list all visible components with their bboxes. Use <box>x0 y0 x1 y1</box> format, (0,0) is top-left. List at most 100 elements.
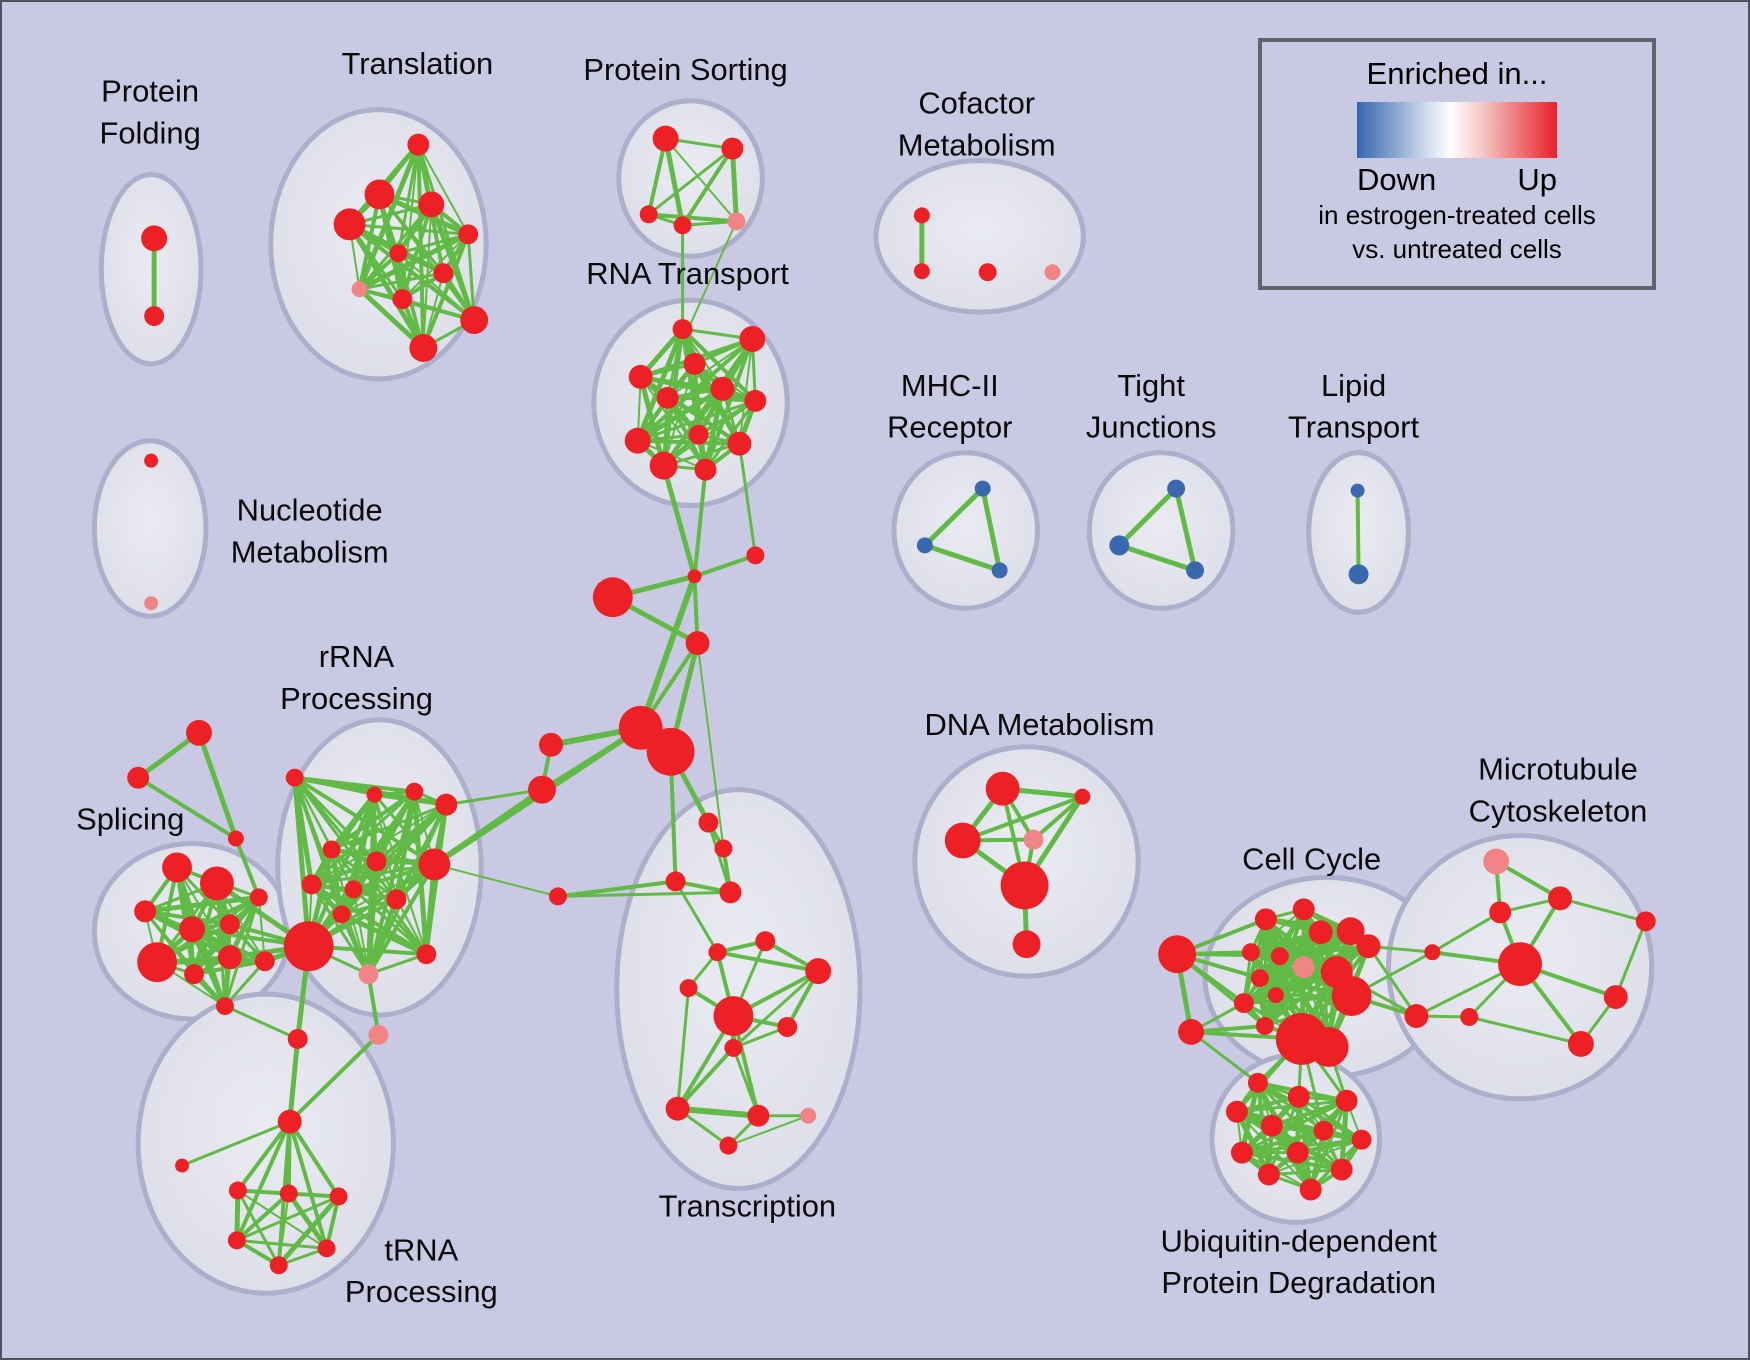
transcription-ellipse <box>614 787 863 1191</box>
edge <box>675 1045 736 1111</box>
microtubule-cytoskeleton-node <box>1603 985 1628 1010</box>
nucleotide-metabolism-label: Nucleotide <box>237 492 383 527</box>
edge <box>330 803 448 851</box>
dna-metabolism-node <box>1023 829 1044 850</box>
edge <box>366 858 379 977</box>
transcription-node <box>724 1038 743 1057</box>
transcription-node <box>719 881 742 904</box>
edge <box>960 794 1085 843</box>
ubiquitin-degradation-node <box>1260 1114 1283 1137</box>
edge <box>223 959 267 1008</box>
ubiquitin-degradation-node <box>1286 1141 1309 1164</box>
splicing-node <box>249 888 268 907</box>
protein-sorting-node <box>652 125 679 152</box>
edge <box>235 1194 341 1242</box>
ubiquitin-degradation-label: Protein Degradation <box>1161 1265 1436 1300</box>
translation-node <box>392 289 413 310</box>
edge <box>696 642 725 850</box>
ubiquitin-degradation-node <box>1335 1089 1358 1112</box>
cell-cycle-node <box>1241 943 1260 962</box>
edge <box>704 399 757 472</box>
microtubule-cytoskeleton-label: Cytoskeleton <box>1469 794 1648 829</box>
protein-sorting-node <box>721 137 744 160</box>
trna-processing-node <box>175 1158 190 1173</box>
nucleotide-metabolism-node <box>144 596 159 611</box>
edge <box>287 1119 329 1251</box>
edge <box>1235 1099 1349 1114</box>
edge <box>666 396 741 445</box>
edge <box>674 879 719 954</box>
edge <box>727 1114 810 1147</box>
lipid-transport-label: Transport <box>1288 410 1419 445</box>
microtubule-cytoskeleton-node <box>1424 944 1441 961</box>
trna-chain-node <box>368 1024 389 1045</box>
microtubule-cytoskeleton-node <box>1567 1030 1594 1057</box>
trna-processing-label: Processing <box>345 1274 498 1309</box>
edge <box>339 912 371 977</box>
nucleotide-metabolism-label: Metabolism <box>231 534 389 569</box>
ubiquitin-degradation-node <box>1247 1072 1268 1093</box>
ubiquitin-degradation-node <box>1351 1129 1372 1150</box>
hub-chain-node <box>646 727 695 776</box>
splicing-satellite-node <box>227 830 244 847</box>
transcription-node <box>713 996 754 1036</box>
edge <box>1367 944 1418 1018</box>
splicing-node <box>254 951 275 972</box>
edge <box>1277 944 1371 959</box>
translation-node <box>407 133 430 156</box>
cell-cycle-node <box>1308 920 1333 945</box>
edge <box>287 1036 301 1125</box>
translation-label: Translation <box>342 46 494 81</box>
edge <box>637 573 698 731</box>
edge <box>685 220 738 335</box>
edge <box>1430 910 1502 954</box>
splicing-node <box>215 997 234 1016</box>
splicing-node <box>137 942 178 983</box>
cofactor-metabolism-label: Metabolism <box>898 128 1056 163</box>
mhc-ii-receptor-node <box>974 480 991 497</box>
transcription-node <box>755 931 776 952</box>
cofactor-metabolism-node <box>1044 264 1061 281</box>
edge <box>433 863 559 898</box>
edge <box>180 1120 292 1168</box>
edge <box>666 396 757 403</box>
edge <box>980 486 1003 573</box>
rna-transport-node <box>649 451 678 480</box>
splicing-node <box>199 866 234 901</box>
microtubule-cytoskeleton-node <box>1498 942 1543 987</box>
rrna-processing-node <box>386 889 407 910</box>
rrna-processing-label: rRNA <box>319 639 395 674</box>
rna-transport-node <box>683 352 706 375</box>
edge <box>663 136 686 228</box>
cell-cycle-node <box>1178 1019 1205 1045</box>
dna-metabolism-node <box>985 771 1020 806</box>
edge <box>287 1032 381 1124</box>
legend-down-label: Down <box>1357 162 1437 197</box>
edge <box>676 986 691 1111</box>
transcription-node <box>665 1096 690 1121</box>
ubiquitin-degradation-node <box>1330 1158 1353 1181</box>
edge <box>1267 1138 1363 1176</box>
edge <box>287 1119 341 1199</box>
edge <box>257 896 266 963</box>
legend-subtitle-2: vs. untreated cells <box>1352 234 1562 264</box>
edge <box>922 486 986 548</box>
edge <box>234 1191 291 1243</box>
edge <box>1249 908 1305 954</box>
rna-transport-node <box>744 389 767 412</box>
microtubule-cytoskeleton-node <box>1548 886 1572 911</box>
dna-metabolism-node <box>1074 788 1091 805</box>
edge <box>1116 486 1179 548</box>
transcription-node <box>805 958 832 985</box>
cell-cycle-node <box>1404 1004 1429 1028</box>
edge <box>1189 1030 1260 1085</box>
edge <box>395 898 428 956</box>
rrna-processing-node <box>358 964 379 985</box>
nucleotide-metabolism-ellipse <box>91 438 209 619</box>
edge <box>692 467 708 579</box>
cofactor-metabolism-node <box>913 207 930 224</box>
cofactor-metabolism-label: Cofactor <box>918 86 1035 121</box>
edge <box>1241 964 1307 1006</box>
mhc-ii-receptor-node <box>916 537 933 554</box>
edge <box>236 1188 281 1267</box>
